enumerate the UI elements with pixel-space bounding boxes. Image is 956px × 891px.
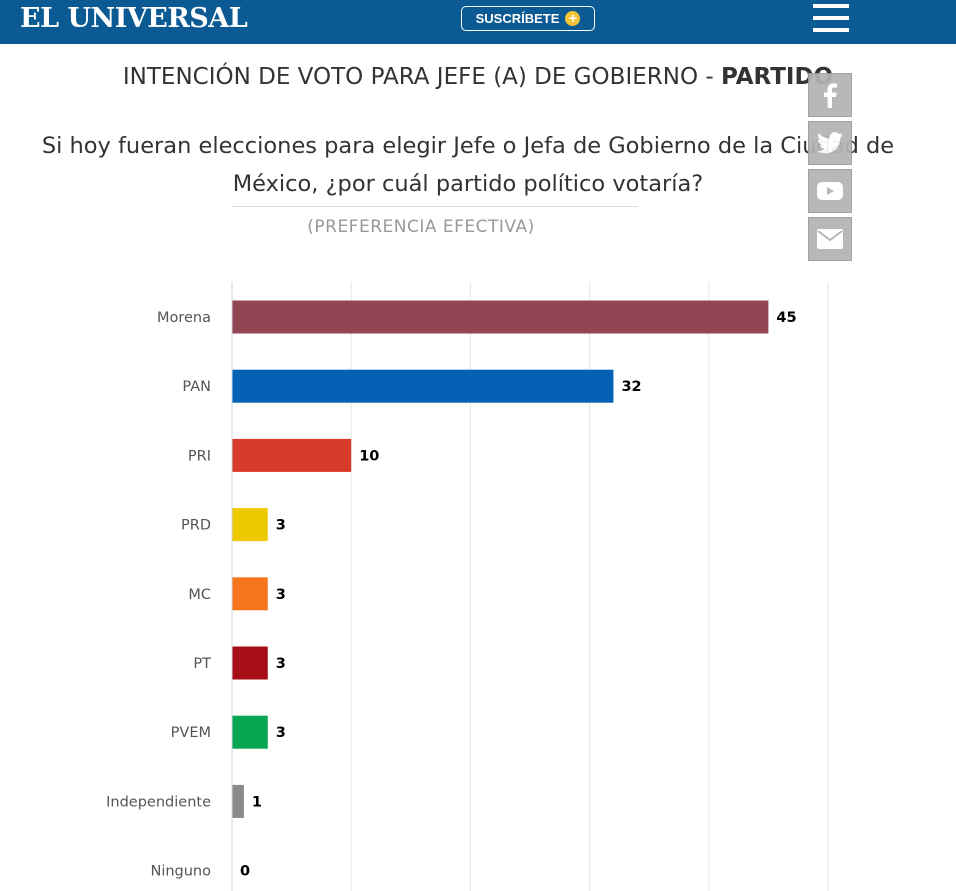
top-navigation-bar: EL UNIVERSAL SUSCRÍBETE + <box>0 0 956 44</box>
category-label: PT <box>193 656 211 672</box>
data-label: 0 <box>240 864 250 880</box>
hamburger-menu-icon[interactable] <box>813 4 849 34</box>
data-label: 3 <box>276 725 286 741</box>
data-label: 1 <box>252 794 262 810</box>
bar[interactable] <box>232 369 614 403</box>
data-label: 3 <box>276 587 286 603</box>
category-label: Independiente <box>106 794 211 810</box>
data-label: 3 <box>276 656 286 672</box>
chart-title-prefix: INTENCIÓN DE VOTO PARA JEFE (A) DE GOBIE… <box>122 64 721 90</box>
email-share-button[interactable] <box>808 217 852 261</box>
youtube-icon <box>817 182 843 200</box>
bar[interactable] <box>232 784 244 818</box>
bar[interactable] <box>232 646 268 680</box>
divider <box>232 206 638 207</box>
bar[interactable] <box>232 715 268 749</box>
twitter-icon <box>817 132 843 154</box>
category-label: Morena <box>157 310 211 326</box>
bar[interactable] <box>232 508 268 542</box>
subscribe-button[interactable]: SUSCRÍBETE + <box>461 6 595 31</box>
subscribe-label: SUSCRÍBETE <box>475 11 560 26</box>
data-label: 32 <box>621 379 641 395</box>
chart-subtitle: (PREFERENCIA EFECTIVA) <box>307 217 535 237</box>
category-label: Ninguno <box>150 864 211 880</box>
data-label: 10 <box>359 448 379 464</box>
category-label: PRI <box>188 448 211 464</box>
twitter-share-button[interactable] <box>808 121 852 165</box>
category-label: MC <box>188 587 211 603</box>
facebook-icon <box>824 83 837 108</box>
plus-icon: + <box>565 11 581 26</box>
email-icon <box>817 229 843 249</box>
category-label: PRD <box>181 518 211 534</box>
facebook-share-button[interactable] <box>808 73 852 117</box>
bar[interactable] <box>232 577 268 611</box>
site-logo[interactable]: EL UNIVERSAL <box>20 3 248 34</box>
youtube-share-button[interactable] <box>808 169 852 213</box>
category-label: PVEM <box>171 725 211 741</box>
category-label: PAN <box>182 379 211 395</box>
bar[interactable] <box>232 438 352 472</box>
bar[interactable] <box>232 300 769 334</box>
data-label: 45 <box>776 310 796 326</box>
survey-question: Si hoy fueran elecciones para elegir Jef… <box>41 133 895 197</box>
data-label: 3 <box>276 518 286 534</box>
